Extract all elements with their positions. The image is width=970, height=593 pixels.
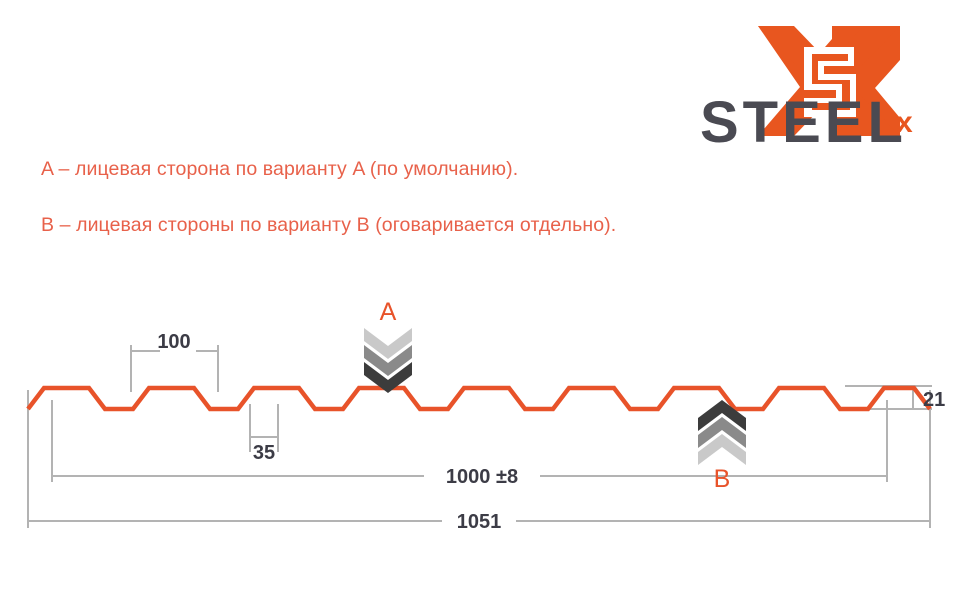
chevron-down-icon-1 [364,328,412,359]
dimension-label-21: 21 [923,389,945,411]
side-b-marker-label: B [714,465,731,493]
note-variant-a: A – лицевая сторона по варианту A (по ум… [41,158,519,180]
chevron-up-icon-3 [698,434,746,465]
side-a-marker: A [364,298,412,393]
side-a-marker-label: A [380,298,397,326]
note-variant-b: B – лицевая стороны по варианту B (огова… [41,214,617,236]
brand-wordmark-superscript: x [896,106,913,139]
dimension-label-35: 35 [253,442,275,464]
dimension-line-group [27,345,932,528]
corrugated-profile-path [26,385,932,412]
dimension-label-100: 100 [157,331,190,353]
dimension-label-1000: 1000 ±8 [446,466,518,488]
logo-mark-shape [758,26,900,136]
chevron-up-icon-1 [698,400,746,431]
brand-logo: STEEL x [700,14,950,149]
side-b-marker: B [698,400,746,493]
brand-wordmark: STEEL [700,90,907,149]
chevron-up-icon-2 [698,417,746,448]
dimension-label-1051: 1051 [457,511,502,533]
brand-wordmark-text: STEEL [700,90,907,149]
chevron-down-icon-2 [364,345,412,376]
chevron-down-icon-3 [364,362,412,393]
